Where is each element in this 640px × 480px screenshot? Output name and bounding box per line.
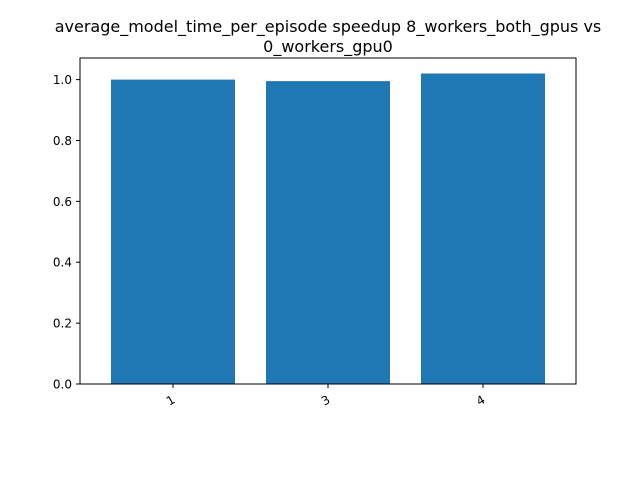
plot-frame	[79, 57, 577, 385]
chart-title-line-2: 0_workers_gpu0	[263, 37, 393, 57]
chart-title-line-1: average_model_time_per_episode speedup 8…	[55, 17, 602, 37]
y-tick-label: 0.8	[53, 134, 72, 148]
y-tick-label: 0.0	[53, 378, 72, 392]
bar-1	[111, 79, 235, 385]
y-tick-label: 0.4	[53, 256, 72, 270]
y-tick-label: 0.2	[53, 317, 72, 331]
y-axis: 0.0 0.2 0.4 0.6 0.8 1.0	[53, 73, 80, 392]
y-tick-label: 1.0	[53, 73, 72, 87]
x-tick-label-1: 1	[164, 392, 178, 408]
bar-4	[421, 73, 545, 385]
y-tick-label: 0.6	[53, 195, 72, 209]
x-tick-label-4: 4	[474, 392, 488, 408]
x-axis: 1 3 4	[164, 384, 488, 408]
x-tick-label-3: 3	[319, 392, 333, 408]
bar-3	[266, 81, 390, 384]
bars-group	[111, 73, 545, 385]
